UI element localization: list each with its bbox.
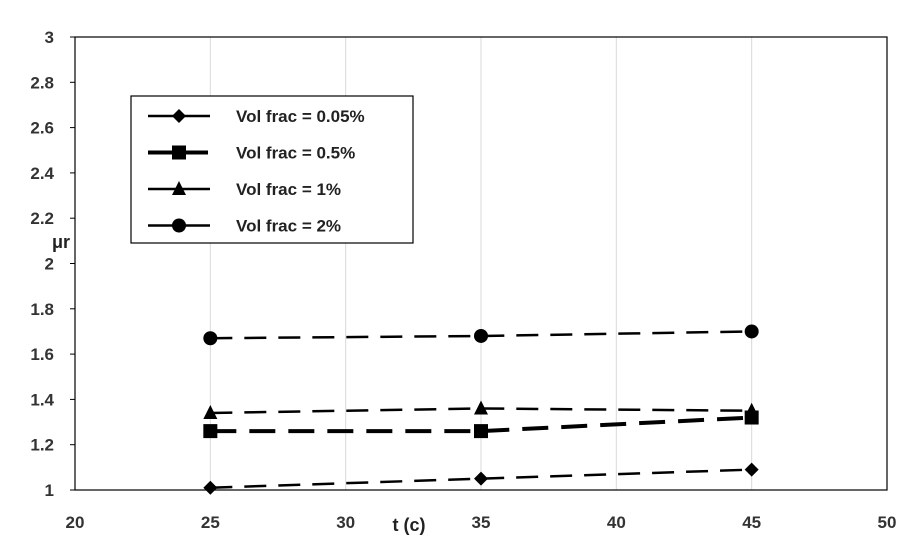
legend-marker (172, 218, 186, 233)
x-tick-label: 35 (472, 513, 491, 532)
legend-marker (172, 109, 186, 123)
data-point (203, 404, 218, 419)
y-tick-label: 1.2 (30, 436, 54, 455)
x-tick-label: 50 (878, 513, 897, 532)
series-circle (203, 324, 759, 346)
x-axis-title: t (c) (393, 515, 426, 535)
legend-label: Vol frac = 0.05% (236, 107, 365, 126)
data-point (744, 324, 759, 339)
data-point (203, 331, 218, 346)
x-tick-label: 40 (607, 513, 626, 532)
series-line (210, 407, 752, 415)
plot-frame (70, 36, 888, 491)
series-line (210, 415, 752, 434)
legend-entry: Vol frac = 0.05% (148, 107, 365, 126)
series-line (210, 330, 752, 340)
y-tick-labels: 1 1.2 1.4 1.6 1.8 2 2.2 2.4 2.6 2.8 3 (30, 28, 54, 500)
x-tick-label: 45 (742, 513, 761, 532)
y-tick-label: 2.8 (30, 73, 54, 92)
legend-marker (172, 145, 186, 160)
legend: Vol frac = 0.05% Vol frac = 0.5% Vol frac … (130, 95, 414, 244)
legend-entry: Vol frac = 0.5% (148, 144, 355, 163)
series-line (210, 468, 752, 489)
x-tick-label: 20 (66, 513, 85, 532)
data-point (203, 424, 218, 439)
y-tick-label: 2.4 (30, 164, 54, 183)
x-tick-labels: 20 25 30 35 40 45 50 (66, 513, 897, 532)
data-point (744, 462, 759, 477)
data-point (474, 424, 488, 439)
data-point (744, 402, 759, 417)
y-tick-label: 2 (45, 255, 54, 274)
y-tick-label: 2.6 (30, 119, 54, 138)
x-tick-label: 25 (201, 513, 220, 532)
x-tick-label: 30 (336, 513, 355, 532)
y-tick-label: 1.8 (30, 300, 54, 319)
y-axis-title: μr (52, 232, 70, 252)
y-tick-label: 1.4 (30, 390, 54, 409)
data-point (474, 328, 488, 343)
y-tick-label: 1 (45, 481, 54, 500)
legend-label: Vol frac = 2% (236, 217, 341, 236)
legend-entry: Vol frac = 2% (148, 217, 341, 236)
data-point (203, 480, 218, 495)
y-tick-label: 2.2 (30, 209, 54, 228)
legend-marker (172, 181, 186, 195)
legend-entry: Vol frac = 1% (148, 180, 341, 199)
legend-label: Vol frac = 0.5% (236, 144, 355, 163)
legend-label: Vol frac = 1% (236, 180, 341, 199)
data-point (474, 471, 488, 486)
series-layer (203, 324, 759, 495)
data-point (474, 400, 488, 415)
y-tick-label: 1.6 (30, 345, 54, 364)
series-diamond (203, 462, 759, 495)
series-triangle (203, 400, 759, 419)
y-tick-label: 3 (45, 28, 54, 47)
